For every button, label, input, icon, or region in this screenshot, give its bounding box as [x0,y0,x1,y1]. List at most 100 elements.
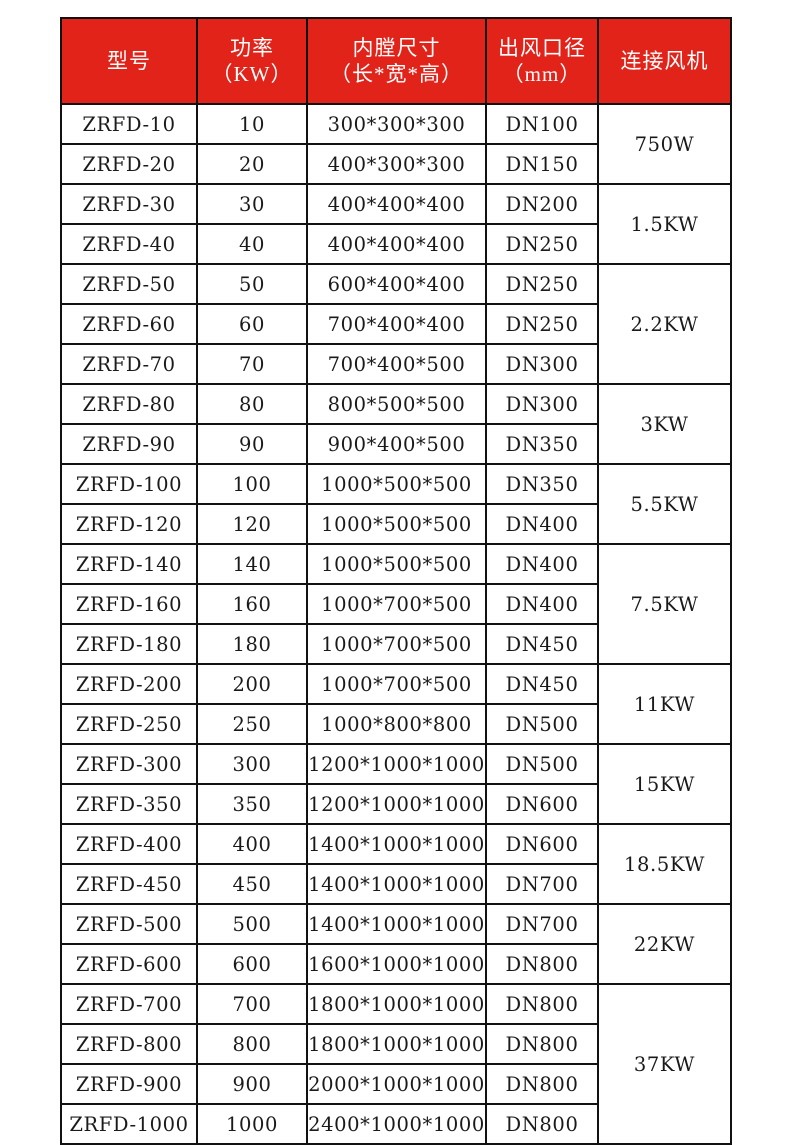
cell-power: 80 [196,383,308,425]
cell-power: 10 [196,103,308,145]
table-row: ZRFD-120 120 1000*500*500 DN400 [60,503,731,545]
cell-model: ZRFD-30 [60,183,198,225]
column-header-fan: 连接风机 [597,17,732,105]
cell-dim: 1000*700*500 [306,623,487,665]
cell-dim: 300*300*300 [306,103,487,145]
cell-outlet: DN700 [485,903,599,945]
cell-dim: 1000*700*500 [306,663,487,705]
cell-power: 300 [196,743,308,785]
cell-outlet: DN400 [485,583,599,625]
cell-dim: 1000*800*800 [306,703,487,745]
table-row: ZRFD-60 60 700*400*400 DN250 [60,303,731,345]
cell-outlet: DN800 [485,983,599,1025]
cell-power: 700 [196,983,308,1025]
cell-dim: 400*400*400 [306,183,487,225]
cell-fan-group: 5.5KW [597,463,732,545]
cell-fan-group: 7.5KW [597,543,732,665]
cell-dim: 1200*1000*1000 [306,783,487,825]
table-row: ZRFD-20 20 400*300*300 DN150 [60,143,731,185]
cell-power: 900 [196,1063,308,1105]
cell-outlet: DN700 [485,863,599,905]
cell-outlet: DN100 [485,103,599,145]
column-header-dim-line-0: 内膛尺寸 [352,35,441,60]
column-header-model-line-0: 型号 [107,48,151,73]
cell-dim: 1000*500*500 [306,503,487,545]
cell-outlet: DN350 [485,463,599,505]
table-row: ZRFD-180 180 1000*700*500 DN450 [60,623,731,665]
cell-power: 50 [196,263,308,305]
cell-model: ZRFD-700 [60,983,198,1025]
cell-power: 200 [196,663,308,705]
cell-model: ZRFD-90 [60,423,198,465]
cell-outlet: DN600 [485,783,599,825]
cell-model: ZRFD-100 [60,463,198,505]
cell-model: ZRFD-140 [60,543,198,585]
cell-outlet: DN800 [485,1063,599,1105]
cell-dim: 2400*1000*1000 [306,1103,487,1145]
cell-dim: 1400*1000*1000 [306,863,487,905]
cell-power: 90 [196,423,308,465]
cell-model: ZRFD-40 [60,223,198,265]
cell-dim: 1800*1000*1000 [306,983,487,1025]
table-row: ZRFD-500 500 1400*1000*1000 DN700 22KW [60,903,732,985]
cell-dim: 400*300*300 [306,143,487,185]
table-row: ZRFD-300 300 1200*1000*1000 DN500 15KW [60,743,732,825]
cell-dim: 1000*700*500 [306,583,487,625]
cell-outlet: DN800 [485,1103,599,1145]
table-row: ZRFD-450 450 1400*1000*1000 DN700 [60,863,731,905]
table-row: ZRFD-800 800 1800*1000*1000 DN800 [60,1023,731,1065]
table-row: ZRFD-140 140 1000*500*500 DN400 7.5KW [60,543,732,665]
cell-dim: 1400*1000*1000 [306,903,487,945]
cell-power: 180 [196,623,308,665]
table-row: ZRFD-100 100 1000*500*500 DN350 5.5KW [60,463,732,545]
specification-table: 型号 功率 （KW） 内膛尺寸 （长*宽*高） 出风口径 （mm） 连接风机 ZRFD-10 1… [60,17,732,1145]
cell-outlet: DN450 [485,663,599,705]
cell-outlet: DN350 [485,423,599,465]
header-row: 型号 功率 （KW） 内膛尺寸 （长*宽*高） 出风口径 （mm） 连接风机 [60,17,732,105]
cell-fan-group: 18.5KW [597,823,732,905]
cell-fan-group: 22KW [597,903,732,985]
table-row: ZRFD-350 350 1200*1000*1000 DN600 [60,783,731,825]
cell-outlet: DN300 [485,343,599,385]
cell-model: ZRFD-400 [60,823,198,865]
cell-model: ZRFD-500 [60,903,198,945]
cell-power: 140 [196,543,308,585]
cell-power: 70 [196,343,308,385]
cell-power: 160 [196,583,308,625]
column-header-power: 功率 （KW） [196,17,308,105]
column-header-outlet-line-1: （mm） [502,62,582,86]
cell-power: 250 [196,703,308,745]
cell-dim: 900*400*500 [306,423,487,465]
cell-dim: 700*400*500 [306,343,487,385]
cell-model: ZRFD-120 [60,503,198,545]
column-header-power-line-1: （KW） [211,62,293,86]
column-header-fan-line-0: 连接风机 [620,48,709,73]
table-row: ZRFD-400 400 1400*1000*1000 DN600 18.5KW [60,823,732,905]
cell-outlet: DN500 [485,743,599,785]
cell-dim: 1600*1000*1000 [306,943,487,985]
cell-power: 1000 [196,1103,308,1145]
cell-model: ZRFD-200 [60,663,198,705]
cell-power: 350 [196,783,308,825]
cell-dim: 400*400*400 [306,223,487,265]
cell-dim: 600*400*400 [306,263,487,305]
cell-dim: 1200*1000*1000 [306,743,487,785]
cell-outlet: DN400 [485,503,599,545]
table-row: ZRFD-700 700 1800*1000*1000 DN800 37KW [60,983,732,1145]
column-header-dim: 内膛尺寸 （长*宽*高） [306,17,487,105]
table-row: ZRFD-900 900 2000*1000*1000 DN800 [60,1063,731,1105]
cell-dim: 2000*1000*1000 [306,1063,487,1105]
cell-outlet: DN250 [485,303,599,345]
cell-fan-group: 15KW [597,743,732,825]
cell-fan-group: 3KW [597,383,732,465]
table-row: ZRFD-600 600 1600*1000*1000 DN800 [60,943,731,985]
cell-outlet: DN400 [485,543,599,585]
page-root: 型号 功率 （KW） 内膛尺寸 （长*宽*高） 出风口径 （mm） 连接风机 ZRFD-10 1… [60,17,732,1145]
cell-model: ZRFD-70 [60,343,198,385]
cell-outlet: DN800 [485,943,599,985]
cell-outlet: DN800 [485,1023,599,1065]
table-row: ZRFD-10 10 300*300*300 DN100 750W [60,103,732,185]
table-row: ZRFD-30 30 400*400*400 DN200 1.5KW [60,183,732,265]
cell-fan-group: 37KW [597,983,732,1145]
cell-model: ZRFD-60 [60,303,198,345]
